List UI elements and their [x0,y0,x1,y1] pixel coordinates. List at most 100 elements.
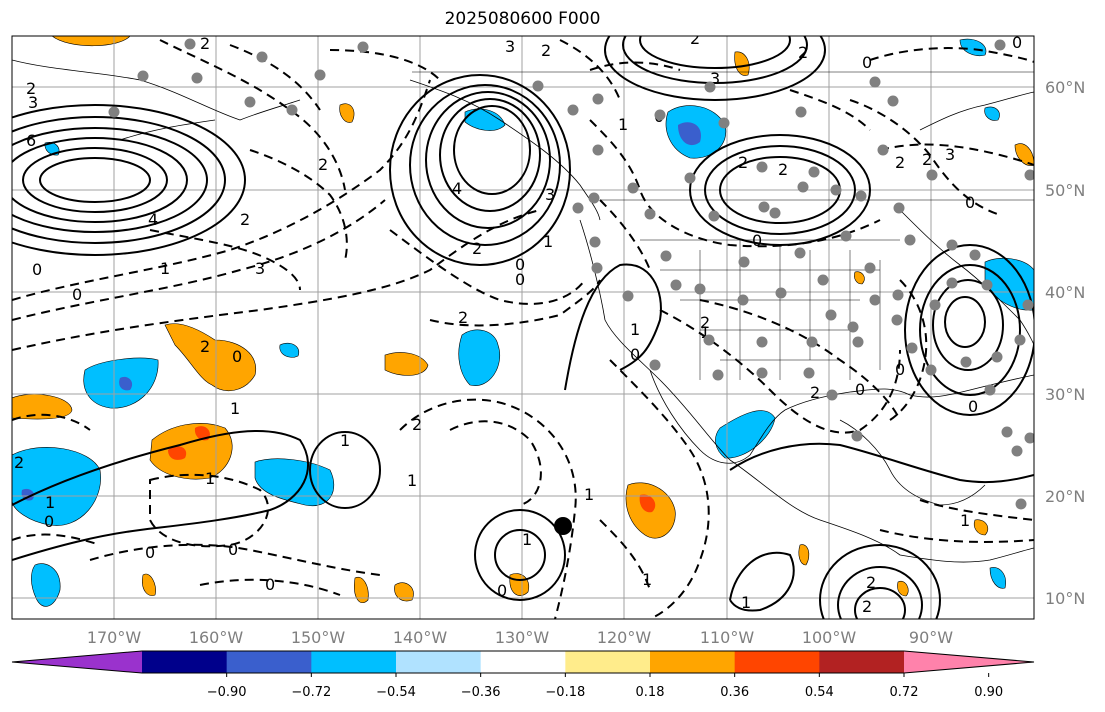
contour-label: 0 [968,397,978,416]
contour-label: 2 [240,210,250,229]
contour-label: 0 [32,260,42,279]
contour-label: 3 [945,145,955,164]
colorbar-tick-label: 0.72 [890,685,919,700]
contour-label: 0 [497,581,507,600]
colorbar-tick-label: 0.54 [805,685,834,700]
contour-label: 2 [798,43,808,62]
contour-label: 0 [862,53,872,72]
contour-label: 0 [855,380,865,399]
contour-label: 1 [45,493,55,512]
longitude-labels: 170°W 160°W 150°W 140°W 130°W 120°W 110°… [87,628,953,647]
contour-label: 3 [28,93,38,112]
colorbar-segment [650,651,736,673]
lon-label: 110°W [700,628,755,647]
contour-label: 0 [228,540,238,559]
contour-label: 2 [200,34,210,53]
contour-label: 1 [160,259,170,278]
colorbar-tick-label: −0.54 [376,685,416,700]
contour-label: 0 [965,193,975,212]
colorbar-outline [11,650,1035,674]
colorbar-tick-label: −0.72 [291,685,331,700]
contour-label: 2 [862,597,872,616]
contour-label: 0 [752,231,762,250]
contour-label: 6 [26,131,36,150]
contour-label: 1 [642,570,652,589]
lat-label: 40°N [1045,283,1085,302]
contour-label: 2 [26,79,36,98]
contour-label: 2 [778,160,788,179]
lat-label: 10°N [1045,589,1085,608]
colorbar-segment [480,651,566,673]
storm-center-marker [554,517,572,535]
contour-label: 2 [14,453,24,472]
contour-label: 1 [340,431,350,450]
contour-label: 0 [515,270,525,289]
contour-label: 0 [895,360,905,379]
contour-label: 0 [1012,33,1022,52]
colorbar-tick-label: 0.18 [636,685,665,700]
contour-label: 2 [690,29,700,48]
colorbar-segment [142,651,228,673]
contour-labels: 4 6 3 2 0 0 3 2 2 1 4 2 3 1 0 0 2 2 0 1 … [14,29,1022,616]
contour-label: 0 [515,255,525,274]
contour-label: 1 [230,399,240,418]
contour-label: 3 [710,69,720,88]
contour-label: 0 [44,512,54,531]
contour-label: 2 [200,337,210,356]
contour-label: 2 [810,383,820,402]
lon-label: 100°W [802,628,857,647]
contour-label: 0 [232,347,242,366]
contour-label: 4 [148,210,158,229]
colorbar-tick-label: −0.18 [545,685,585,700]
contour-label: 1 [407,471,417,490]
lat-label: 20°N [1045,487,1085,506]
contour-label: 2 [738,153,748,172]
contour-label: 0 [145,543,155,562]
contour-label: 1 [543,232,553,251]
contour-label: 3 [505,37,515,56]
lat-label: 50°N [1045,181,1085,200]
lon-label: 120°W [597,628,652,647]
colorbar-tick-label: 0.90 [974,685,1003,700]
dashed-contours [12,39,1034,619]
map-title: 2025080600 F000 [444,9,601,29]
contour-label: 2 [541,41,551,60]
colorbar-extend-min [12,651,142,673]
colorbar-segment [565,651,651,673]
contour-label: 1 [741,593,751,612]
contour-label: 2 [318,155,328,174]
contour-label: 1 [584,485,594,504]
lon-label: 150°W [291,628,346,647]
contour-label: 0 [630,345,640,364]
contour-label: 1 [522,530,532,549]
contour-label: 1 [630,320,640,339]
contour-label: 0 [72,285,82,304]
contour-label: 2 [895,153,905,172]
latitude-labels: 60°N 50°N 40°N 30°N 20°N 10°N [1045,78,1085,608]
colorbar: −0.90 −0.72 −0.54 −0.36 −0.18 0.18 0.36 0.54 0.7… [11,650,1035,700]
colorbar-segment [226,651,312,673]
contour-label: 3 [255,259,265,278]
coastlines [12,59,1034,563]
lat-label: 60°N [1045,78,1085,97]
colorbar-segment [311,651,397,673]
contour-label: 2 [866,573,876,592]
lon-label: 90°W [909,628,953,647]
station-dots [108,38,1034,510]
contour-label: 3 [545,185,555,204]
contour-label: 2 [472,239,482,258]
plot-frame [11,35,1035,620]
colorbar-segment [396,651,482,673]
solid-contours [12,36,1034,619]
colorbar-segment [734,651,820,673]
contour-label: 1 [960,511,970,530]
lon-label: 170°W [87,628,142,647]
contour-label: 1 [205,469,215,488]
lon-label: 140°W [393,628,448,647]
contour-label: 1 [618,115,628,134]
colorbar-tick-label: −0.36 [461,685,501,700]
lon-label: 160°W [189,628,244,647]
contour-label: 2 [458,308,468,327]
colorbar-segment [819,651,905,673]
